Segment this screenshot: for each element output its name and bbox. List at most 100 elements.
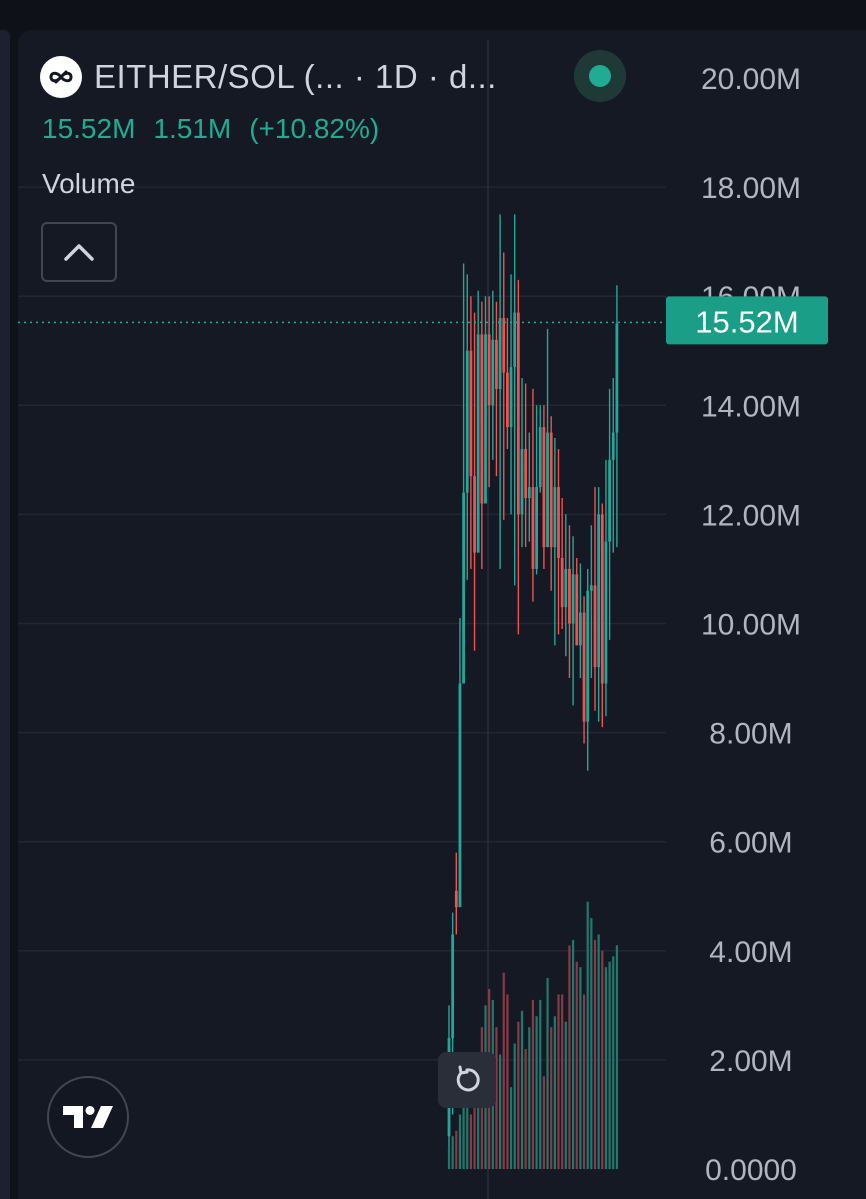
y-axis-tick-label: 20.00M xyxy=(701,63,801,96)
candle xyxy=(582,596,586,744)
candle xyxy=(516,279,520,635)
market-status-indicator[interactable] xyxy=(574,50,626,102)
candle-body xyxy=(553,487,557,548)
legend-change-percent: (+10.82%) xyxy=(249,113,380,144)
volume-bar xyxy=(542,1076,545,1169)
volume-bar xyxy=(564,1021,567,1169)
y-axis-tick-label: 14.00M xyxy=(701,390,801,423)
candle xyxy=(564,514,568,657)
volume-bar xyxy=(502,972,505,1169)
candle xyxy=(615,285,619,548)
volume-bar xyxy=(531,999,535,1169)
candle-body xyxy=(476,334,480,553)
legend-change: 1.51M xyxy=(153,113,232,144)
candle xyxy=(600,503,604,728)
candle xyxy=(557,448,560,635)
candle-body xyxy=(513,312,517,368)
candle xyxy=(549,416,553,591)
candle-body xyxy=(575,574,579,646)
candle xyxy=(571,536,575,706)
symbol-title[interactable]: EITHER/SOL (... · 1D · d... xyxy=(94,58,497,95)
y-axis-tick-label: 6.00M xyxy=(709,827,792,860)
volume-bar xyxy=(473,1103,476,1169)
candle xyxy=(491,290,495,460)
candle-body xyxy=(502,318,506,373)
left-panel-edge xyxy=(0,30,10,1199)
candle-body xyxy=(579,612,582,646)
infinity-link-icon xyxy=(40,56,82,98)
candle xyxy=(458,618,462,908)
volume-bar xyxy=(590,918,593,1169)
candle xyxy=(487,296,491,488)
volume-bar xyxy=(608,961,611,1169)
volume-bar xyxy=(517,1021,520,1169)
volume-bar xyxy=(612,956,615,1169)
volume-bar xyxy=(568,945,571,1169)
candle-body xyxy=(560,558,564,608)
volume-bar xyxy=(451,1136,454,1169)
candle xyxy=(579,563,582,679)
collapse-legend-button[interactable] xyxy=(41,222,117,282)
tradingview-logo-button[interactable] xyxy=(47,1076,129,1158)
volume-bar xyxy=(528,1027,531,1169)
candle-body xyxy=(604,541,608,684)
candle-body xyxy=(516,312,520,515)
candle-body xyxy=(473,476,476,553)
candle-body xyxy=(564,568,568,608)
candle xyxy=(506,318,509,449)
reset-chart-button[interactable] xyxy=(438,1052,496,1108)
volume-bar xyxy=(553,1016,556,1169)
price-axis[interactable]: 20.00M18.00M16.00M14.00M12.00M10.00M8.00… xyxy=(701,63,801,1187)
volume-bar xyxy=(535,1016,538,1169)
candle xyxy=(568,525,571,679)
candle xyxy=(542,405,546,569)
candle-body xyxy=(491,339,495,406)
candle-body xyxy=(589,585,593,591)
volume-bar xyxy=(561,994,564,1169)
y-axis-tick-label: 4.00M xyxy=(709,936,792,969)
volume-bar xyxy=(575,961,578,1169)
candle xyxy=(527,432,531,542)
candle-body xyxy=(571,574,575,624)
volume-bar xyxy=(586,901,589,1169)
y-axis-tick-label: 2.00M xyxy=(709,1045,792,1078)
candle-body xyxy=(568,568,571,624)
last-price-tag: 15.52M xyxy=(666,296,828,345)
candle-body xyxy=(597,514,601,668)
volume-bar xyxy=(604,967,608,1169)
symbol-legend[interactable]: EITHER/SOL (... · 1D · d... xyxy=(40,56,497,98)
candle xyxy=(524,383,528,548)
candle xyxy=(502,252,506,520)
candle-body xyxy=(557,487,560,559)
indicator-label[interactable]: Volume xyxy=(42,168,136,199)
candle-body xyxy=(498,318,502,389)
candle xyxy=(538,405,542,493)
candle xyxy=(495,301,498,477)
candle-body xyxy=(458,683,462,908)
candle-body xyxy=(487,334,491,406)
candle xyxy=(553,438,557,646)
candle-body xyxy=(549,432,553,548)
candle xyxy=(476,290,480,553)
volume-bar xyxy=(513,1043,516,1169)
candle xyxy=(454,852,458,935)
y-axis-tick-label: 10.00M xyxy=(701,609,801,642)
candle xyxy=(604,459,608,717)
y-axis-tick-label: 0.0000 xyxy=(705,1154,797,1187)
candle-body xyxy=(593,585,597,668)
candle xyxy=(531,388,535,602)
candle-body xyxy=(608,459,611,542)
candle-body xyxy=(611,432,615,460)
chart-panel[interactable] xyxy=(18,30,866,1199)
candle xyxy=(608,388,611,640)
volume-bar xyxy=(557,994,560,1169)
status-dot-icon xyxy=(589,65,611,87)
volume-bar xyxy=(509,1087,513,1169)
volume-bar xyxy=(593,939,597,1169)
candle-body xyxy=(524,448,528,499)
candle xyxy=(498,214,502,569)
volume-bar xyxy=(520,1010,524,1169)
candle-body xyxy=(465,350,469,493)
candle xyxy=(473,312,476,651)
